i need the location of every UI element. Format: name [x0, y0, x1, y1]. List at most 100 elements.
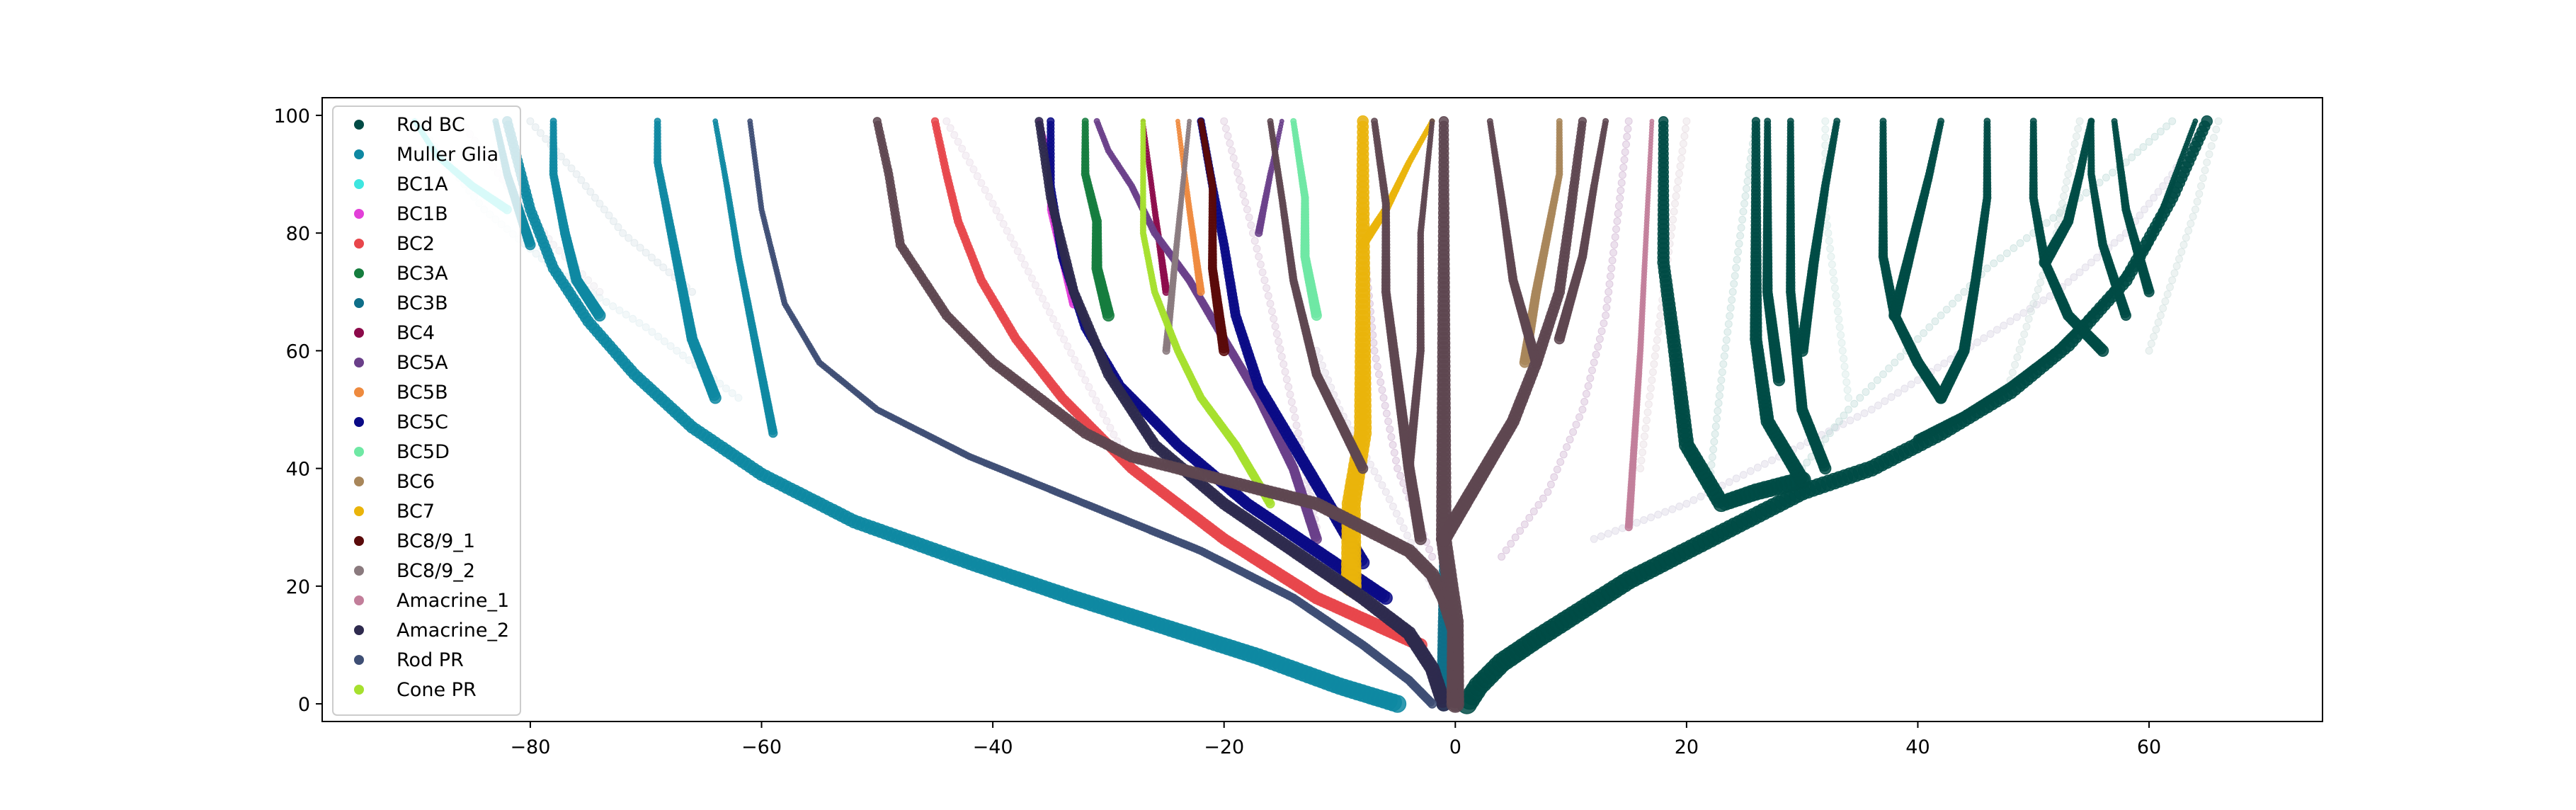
faint-point: [999, 219, 1008, 228]
faint-point: [1578, 406, 1587, 413]
faint-point: [1373, 363, 1381, 371]
faint-point: [1276, 345, 1284, 353]
faint-point: [1078, 369, 1086, 377]
data-point: [1879, 118, 1887, 125]
faint-point: [1768, 456, 1776, 464]
faint-point: [2145, 346, 2153, 355]
faint-point: [1291, 413, 1299, 422]
faint-point: [1590, 358, 1598, 367]
faint-point: [950, 131, 959, 139]
faint-point: [1681, 125, 1689, 133]
faint-point: [2022, 322, 2031, 331]
faint-point: [1710, 438, 1719, 446]
faint-point: [526, 117, 535, 125]
faint-point: [1640, 516, 1648, 524]
faint-point: [1559, 450, 1568, 459]
faint-point: [1653, 336, 1661, 344]
faint-point: [1239, 190, 1248, 199]
faint-point: [1739, 471, 1748, 479]
faint-point: [2197, 182, 2205, 190]
faint-point: [1850, 399, 1859, 408]
faint-point: [1616, 194, 1624, 202]
faint-point: [1996, 254, 2005, 263]
faint-point: [1620, 156, 1629, 164]
faint-point: [1569, 428, 1578, 436]
faint-point: [1243, 205, 1251, 214]
faint-point: [1088, 389, 1097, 398]
faint-point: [2102, 173, 2110, 182]
faint-point: [2203, 158, 2211, 166]
faint-point: [1017, 253, 1025, 262]
faint-point: [1377, 378, 1385, 387]
faint-point: [630, 239, 639, 247]
faint-point: [2182, 234, 2190, 242]
faint-point: [977, 179, 986, 187]
faint-point: [1385, 495, 1394, 503]
data-point: [712, 118, 719, 125]
faint-point: [1390, 448, 1398, 457]
faint-point: [1607, 264, 1616, 273]
faint-point: [1539, 494, 1547, 503]
faint-point: [1614, 202, 1623, 210]
faint-point: [2065, 162, 2074, 171]
faint-point: [1511, 533, 1520, 542]
faint-point: [2095, 178, 2104, 187]
faint-point: [1369, 338, 1378, 347]
faint-point: [2195, 190, 2204, 198]
faint-point: [1226, 139, 1234, 147]
faint-point: [567, 164, 576, 173]
data-point: [1035, 117, 1044, 126]
faint-point: [1619, 164, 1628, 171]
faint-trajectory: [2006, 117, 2084, 384]
faint-point: [1546, 480, 1555, 489]
faint-point: [1840, 355, 1848, 363]
faint-point: [1654, 328, 1663, 336]
faint-point: [1392, 510, 1401, 518]
faint-point: [2015, 346, 2024, 354]
faint-point: [1735, 239, 1743, 248]
faint-point: [1931, 317, 1939, 326]
faint-point: [2141, 205, 2148, 214]
faint-point: [1039, 295, 1047, 303]
data-points: [411, 115, 2213, 714]
faint-point: [1250, 236, 1259, 245]
faint-point: [1716, 384, 1725, 392]
faint-point: [679, 351, 687, 360]
faint-point: [1986, 330, 1995, 338]
faint-point: [1873, 376, 1881, 384]
faint-point: [1960, 287, 1968, 296]
faint-point: [1255, 252, 1263, 261]
faint-point: [1874, 401, 1882, 410]
faint-point: [610, 217, 617, 225]
faint-point: [2081, 263, 2090, 272]
faint-point: [1842, 378, 1851, 387]
faint-point: [1881, 397, 1889, 406]
faint-point: [2022, 234, 2031, 242]
faint-point: [1520, 520, 1529, 529]
faint-point: [1637, 456, 1646, 464]
faint-point: [1263, 284, 1271, 292]
faint-point: [1734, 248, 1743, 256]
faint-point: [1980, 334, 1988, 343]
faint-point: [1697, 492, 1705, 501]
faint-point: [2189, 212, 2197, 221]
faint-point: [549, 241, 558, 249]
faint-point: [1370, 467, 1379, 476]
faint-point: [1621, 148, 1629, 156]
faint-point: [1840, 363, 1849, 371]
faint-point: [1013, 247, 1022, 256]
faint-point: [1891, 358, 1899, 367]
faint-point: [1840, 411, 1848, 420]
faint-point: [1708, 453, 1716, 462]
faint-point: [962, 152, 970, 160]
faint-point: [2150, 193, 2158, 202]
faint-point: [591, 193, 599, 202]
faint-point: [532, 249, 540, 258]
faint-point: [1595, 335, 1604, 343]
faint-point: [1949, 300, 1956, 308]
faint-point: [1679, 139, 1687, 148]
faint-point: [2166, 283, 2174, 292]
faint-point: [1739, 207, 1748, 216]
faint-point: [1717, 376, 1726, 384]
faint-point: [2069, 147, 2078, 156]
